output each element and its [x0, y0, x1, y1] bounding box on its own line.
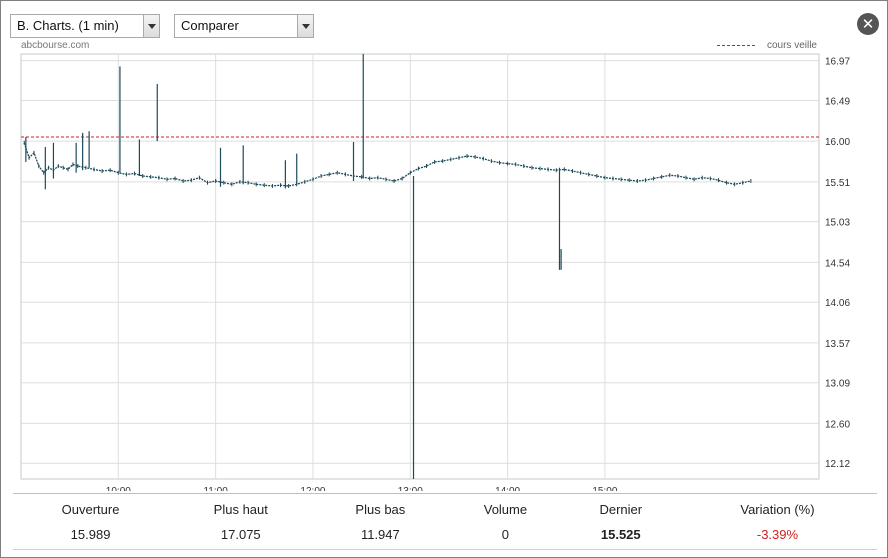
divider — [13, 549, 877, 550]
grid — [21, 54, 819, 479]
stats-header-row: Ouverture Plus haut Plus bas Volume Dern… — [13, 494, 877, 521]
y-tick-label: 14.54 — [825, 258, 850, 269]
stat-header-plus-bas: Plus bas — [355, 502, 406, 517]
stat-header-variation: Variation (%) — [740, 502, 815, 517]
y-tick-label: 13.57 — [825, 339, 850, 350]
price-series — [23, 140, 752, 188]
stat-volume: 0 — [501, 527, 510, 542]
stat-header-ouverture: Ouverture — [61, 502, 120, 517]
legend-label: cours veille — [766, 40, 817, 51]
y-axis: 16.97 16.49 16.00 15.51 15.03 14.54 14.06 13.57… — [825, 57, 850, 471]
chart-type-label: B. Charts. (1 min) — [17, 18, 119, 33]
x-tick-label: 12:00 — [300, 486, 325, 491]
legend: cours veille — [716, 40, 817, 51]
y-tick-label: 14.06 — [825, 298, 850, 309]
close-icon[interactable]: ✕ — [857, 13, 879, 35]
x-tick-label: 15:00 — [592, 486, 617, 491]
chart-type-select[interactable]: B. Charts. (1 min) — [10, 14, 160, 38]
y-tick-label: 12.60 — [825, 419, 850, 430]
stat-ouverture: 15.989 — [70, 527, 111, 542]
stat-header-volume: Volume — [483, 502, 528, 517]
stat-dernier: 15.525 — [600, 527, 641, 542]
y-tick-label: 16.97 — [825, 57, 850, 68]
source-label: abcbourse.com — [21, 40, 90, 51]
x-tick-label: 11:00 — [203, 486, 228, 491]
y-tick-label: 15.03 — [825, 218, 850, 229]
compare-label: Comparer — [181, 18, 239, 33]
plot-area — [20, 53, 820, 480]
y-tick-label: 13.09 — [825, 379, 850, 390]
y-tick-label: 16.49 — [825, 96, 850, 107]
x-axis: 10:00 11:00 12:00 13:00 14:00 15:00 — [106, 486, 618, 491]
stat-plus-haut: 17.075 — [220, 527, 261, 542]
compare-select[interactable]: Comparer — [174, 14, 314, 38]
stats-table: Ouverture Plus haut Plus bas Volume Dern… — [13, 494, 877, 548]
stat-header-plus-haut: Plus haut — [213, 502, 268, 517]
y-tick-label: 12.12 — [825, 459, 850, 470]
y-tick-label: 16.00 — [825, 137, 850, 148]
x-tick-label: 13:00 — [398, 486, 423, 491]
x-tick-label: 10:00 — [106, 486, 131, 491]
spikes — [25, 54, 562, 479]
stats-value-row: 15.989 17.075 11.947 0 15.525 -3.39% — [13, 521, 877, 548]
chevron-down-icon[interactable] — [297, 15, 313, 37]
chevron-down-icon[interactable] — [143, 15, 159, 37]
y-tick-label: 15.51 — [825, 178, 850, 189]
stat-header-dernier: Dernier — [599, 502, 643, 517]
legend-swatch — [716, 45, 755, 46]
price-chart: 16.97 16.49 16.00 15.51 15.03 14.54 14.06 13.57… — [20, 53, 850, 491]
stat-plus-bas: 11.947 — [360, 527, 400, 542]
x-tick-label: 14:00 — [495, 486, 520, 491]
stat-variation: -3.39% — [756, 527, 799, 542]
stats-panel: Ouverture Plus haut Plus bas Volume Dern… — [13, 493, 877, 548]
